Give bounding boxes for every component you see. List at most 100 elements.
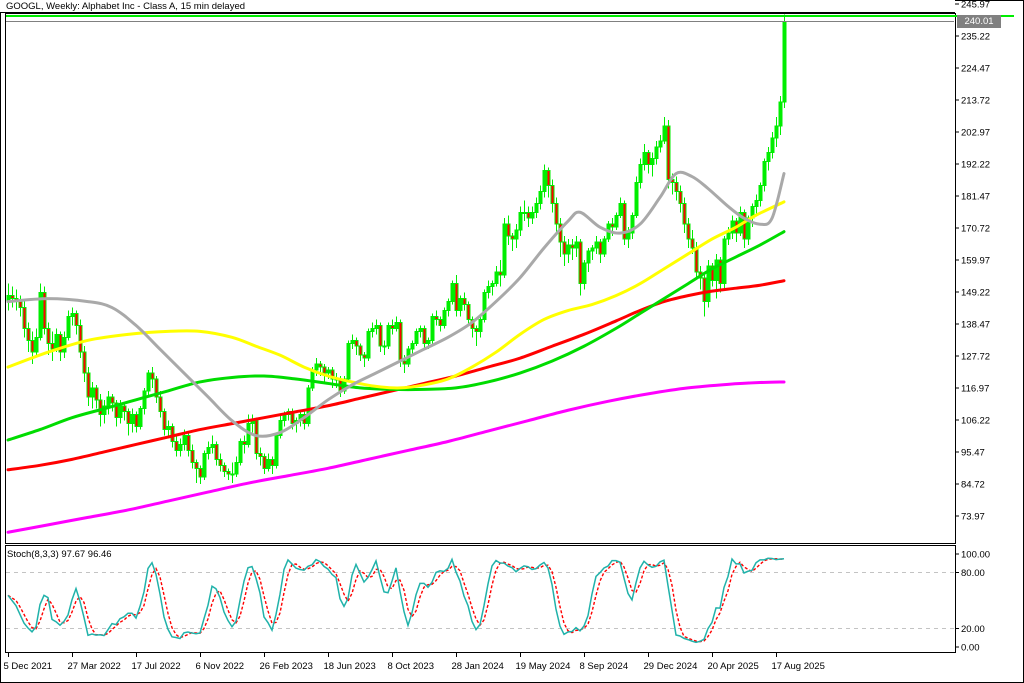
price-tick-label: 159.97 [961, 256, 990, 267]
candle-bear [114, 402, 119, 419]
candle-bear [74, 312, 79, 326]
candle-bull [574, 241, 579, 249]
candle-bull [66, 315, 71, 338]
candle-bear [258, 452, 263, 457]
candle-bear [214, 443, 219, 460]
candle-bull [522, 211, 527, 214]
stoch-tick-label: 0.00 [961, 643, 980, 654]
stoch-indicator-label: Stoch(8,3,3) 97.67 96.46 [7, 549, 112, 560]
date-tick-label: 29 Dec 2024 [644, 661, 698, 672]
candle-bear [390, 324, 395, 329]
candle-bear [510, 235, 515, 240]
candle-bear [242, 440, 247, 445]
candle-bull [146, 372, 151, 392]
candle-bear [126, 411, 131, 425]
candle-bull [642, 152, 647, 166]
date-tick-label: 19 May 2024 [516, 661, 571, 672]
candle-bull [346, 342, 351, 380]
candle-bull [478, 318, 483, 332]
candle-bull [654, 146, 659, 160]
ma-magenta-line [6, 380, 786, 534]
candle-bull [234, 461, 239, 475]
candle-bear [362, 354, 367, 359]
candle-bull [426, 339, 431, 344]
candle-bull [590, 247, 595, 252]
candle-bull [538, 190, 543, 204]
candle-bear [58, 333, 63, 353]
price-tick-label: 95.47 [961, 448, 985, 459]
candle-bear [150, 372, 155, 380]
stoch-axis[interactable]: 100.00 80.00 20.00 0.00 [955, 550, 990, 654]
candle-bear [42, 292, 47, 329]
main-price-pane[interactable] [5, 13, 1015, 544]
date-tick-label: 17 Jul 2022 [132, 661, 181, 672]
candle-bear [686, 223, 691, 240]
candle-bull [542, 170, 547, 192]
candle-bull [566, 244, 571, 255]
candle-bull [210, 443, 215, 448]
candle-bull [274, 435, 279, 466]
candle-bear [162, 411, 167, 431]
candle-bear [354, 339, 359, 347]
candle-bull [350, 339, 355, 344]
candle-bull [138, 408, 143, 428]
candle-bull [394, 321, 399, 329]
candle-bear [526, 211, 531, 219]
time-axis[interactable]: 5 Dec 2021 27 Mar 2022 17 Jul 2022 6 Nov 20… [4, 653, 825, 672]
candle-bull [414, 330, 419, 344]
price-tick-label: 138.47 [961, 320, 990, 331]
candle-bull [626, 232, 631, 240]
candle-bear [222, 464, 227, 472]
stochastic-pane[interactable] [5, 545, 956, 653]
price-tick-label: 116.97 [961, 384, 989, 395]
candle-bear [718, 259, 723, 285]
candle-bull [370, 327, 375, 332]
price-tick-label: 202.97 [961, 128, 990, 139]
candle-bear [86, 372, 91, 398]
candle-bear [694, 247, 699, 273]
candle-bear [134, 414, 139, 428]
main-pane-border [5, 13, 956, 544]
candle-bear [554, 202, 559, 225]
date-tick-label: 8 Oct 2023 [388, 661, 434, 672]
candle-bull [410, 342, 415, 350]
candle-bear [546, 170, 551, 186]
candle-bull [774, 125, 779, 139]
candle-bear [46, 327, 51, 344]
candle-bear [122, 405, 127, 413]
candle-bull [530, 211, 535, 219]
candle-bull [202, 452, 207, 478]
candle-bull [630, 214, 635, 234]
candle-bull [766, 152, 771, 163]
candle-bear [622, 202, 627, 240]
stoch-pane-border [5, 545, 956, 653]
candle-bear [262, 455, 267, 469]
candle-bear [498, 271, 503, 276]
candle-bear [682, 202, 687, 225]
price-tick-label: 192.22 [961, 160, 990, 171]
candle-bull [306, 387, 311, 425]
candle-bull [326, 369, 331, 374]
candle-bear [398, 321, 403, 362]
candle-bull [166, 426, 171, 431]
price-axis[interactable]: 245.97 235.22 224.47 213.72 202.97 192.22 181.… [955, 0, 990, 523]
candle-bear [154, 378, 159, 398]
candle-bull [658, 140, 663, 148]
candle-bull [34, 336, 39, 353]
candle-bull [266, 458, 271, 469]
candle-bear [186, 435, 191, 451]
candle-bear [378, 324, 383, 347]
candle-bull [650, 158, 655, 166]
chart-title-bar: GOOGL, Weekly: Alphabet Inc - Class A, 1… [0, 0, 955, 13]
date-tick-label: 28 Jan 2024 [452, 661, 504, 672]
price-tick-label: 170.72 [961, 224, 990, 235]
candle-bear [742, 211, 747, 240]
price-tick-label: 235.22 [961, 32, 990, 43]
candle-bull [490, 283, 495, 288]
ma-gray-line [6, 170, 786, 438]
candle-bear [22, 307, 27, 329]
candle-bull [366, 330, 371, 359]
candle-bull [602, 238, 607, 255]
